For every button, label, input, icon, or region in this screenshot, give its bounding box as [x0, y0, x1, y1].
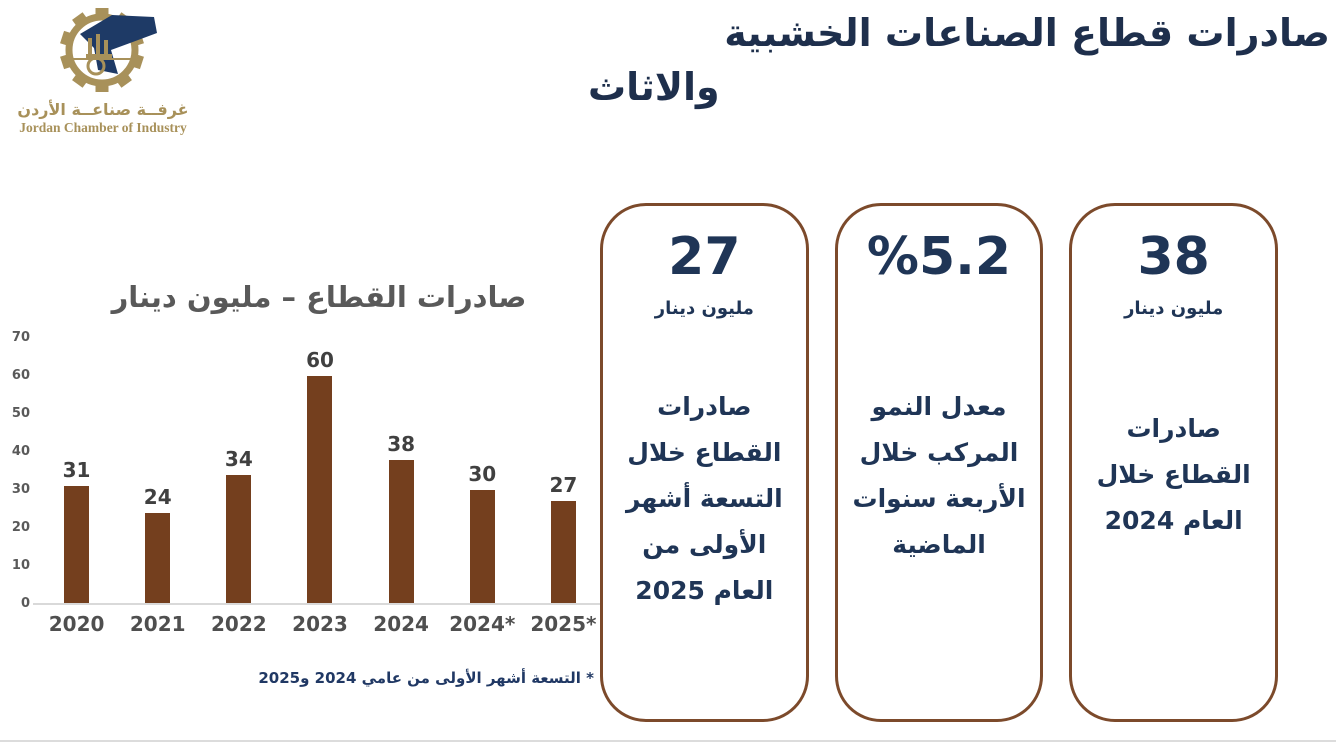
- card-exports-2024: 38 مليون دينار صادرات القطاع خلال العام …: [1069, 203, 1279, 722]
- bar-value-2022: 34: [224, 446, 253, 471]
- logo-arabic-name: غرفــة صناعــة الأردن: [17, 100, 189, 119]
- x-label-2021: 2021: [129, 612, 186, 636]
- bar-2023: [307, 376, 333, 604]
- bar-2020: [64, 486, 90, 604]
- bar-2024: [388, 459, 414, 604]
- bar-value-2024: 38: [387, 431, 416, 456]
- y-tick-30: 30: [11, 482, 30, 497]
- stat-cards: 27 مليون دينار صادرات القطاع خلال التسعة…: [600, 203, 1279, 722]
- page-title: صادرات قطاع الصناعات الخشبية والاثاث: [588, 6, 1330, 114]
- bar-slot-2020: 31: [36, 338, 117, 604]
- y-tick-0: 0: [20, 596, 30, 611]
- card-description: صادرات القطاع خلال التسعة أشهر الأولى من…: [625, 392, 783, 605]
- card-cagr-4y: %5.2 معدل النمو المركب خلال الأربعة سنوا…: [834, 203, 1044, 722]
- x-axis-labels: 2020 2021 2022 2023 2024 2024* 2025*: [36, 612, 604, 636]
- y-tick-70: 70: [11, 330, 30, 345]
- bar-value-2025*: 27: [549, 473, 578, 498]
- bar-value-2024*: 30: [468, 462, 497, 486]
- logo-english-name: Jordan Chamber of Industry: [19, 120, 187, 135]
- x-label-2020: 2020: [48, 612, 105, 636]
- card-value: 27: [668, 227, 741, 287]
- page-title-line2: والاثاث: [588, 65, 720, 109]
- y-tick-60: 60: [11, 368, 30, 383]
- y-tick-10: 10: [11, 558, 30, 573]
- bar-slot-2022: 34: [198, 338, 279, 604]
- bar-2024*: [469, 490, 495, 604]
- bar-value-2023: 60: [306, 348, 334, 372]
- x-label-2022: 2022: [211, 612, 267, 636]
- bar-slot-2023: 60: [279, 338, 360, 604]
- y-tick-50: 50: [11, 406, 30, 421]
- bar-2021: [145, 512, 171, 604]
- bar-value-2021: 24: [143, 484, 172, 509]
- card-unit: مليون دينار: [654, 298, 754, 319]
- y-tick-40: 40: [11, 444, 30, 459]
- x-label-2024: 2024: [373, 612, 429, 636]
- bar-slot-2024*: 30: [442, 338, 523, 604]
- card-value: 38: [1137, 227, 1210, 287]
- bar-slot-2024: 38: [361, 338, 442, 604]
- card-description: معدل النمو المركب خلال الأربعة سنوات الم…: [852, 392, 1026, 559]
- x-axis-line: [33, 603, 607, 605]
- bar-2022: [226, 474, 252, 604]
- plot-area: 31 24 34 60 38 30 27: [36, 338, 604, 604]
- chamber-gear-icon: [60, 8, 157, 92]
- bar-2025*: [550, 501, 576, 604]
- exports-bar-chart: صادرات القطاع – مليون دينار 0 10 20 30 40 50 6…: [0, 270, 612, 700]
- bar-slot-2025*: 27: [523, 338, 604, 604]
- y-tick-20: 20: [11, 520, 30, 535]
- slide-bottom-divider: [0, 740, 1336, 742]
- card-exports-9m-2025: 27 مليون دينار صادرات القطاع خلال التسعة…: [600, 203, 809, 722]
- card-unit: مليون دينار: [1124, 298, 1224, 319]
- chart-footnote: * التسعة أشهر الأولى من عامي 2024 و2025: [258, 669, 594, 687]
- x-label-2023: 2023: [292, 612, 348, 636]
- x-label-2025*: 2025*: [530, 612, 597, 636]
- chart-title: صادرات القطاع – مليون دينار: [111, 280, 527, 314]
- card-value: %5.2: [866, 227, 1012, 287]
- x-label-2024*: 2024*: [449, 612, 516, 636]
- jordan-chamber-logo: غرفــة صناعــة الأردن Jordan Chamber of …: [8, 2, 198, 136]
- bar-value-2020: 31: [62, 458, 91, 483]
- bar-slot-2021: 24: [117, 338, 198, 604]
- card-description: صادرات القطاع خلال العام 2024: [1096, 414, 1251, 535]
- page-title-line1: صادرات قطاع الصناعات الخشبية: [724, 11, 1330, 55]
